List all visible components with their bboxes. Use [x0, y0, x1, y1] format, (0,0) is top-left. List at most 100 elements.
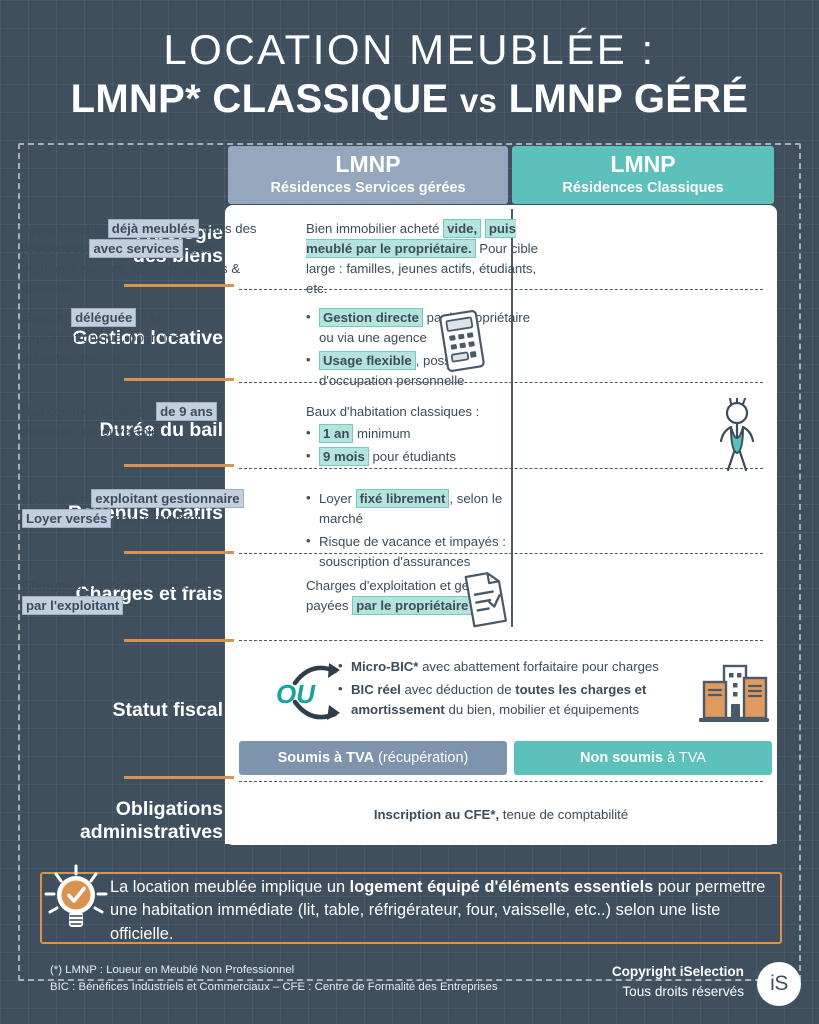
highlight-teal: 9 mois	[319, 447, 369, 467]
callout-box	[40, 872, 782, 944]
callout-part2: pour permettre une habitation immédiate …	[110, 878, 766, 943]
cell-left: Locataire = exploitant gestionnaire Loye…	[0, 475, 286, 553]
highlight-blue: déjà meublés	[107, 219, 200, 238]
row-label-line1: Statut fiscal	[112, 699, 223, 721]
title-lmnp-classique: LMNP* CLASSIQUE	[70, 77, 460, 122]
cell-left: Appartements déjà meublés dans des résid…	[0, 205, 286, 296]
emphasis: toutes les charges et amortissement	[351, 681, 647, 717]
cell-intro: Baux d'habitation classiques :	[306, 404, 480, 419]
cell-text: Locataire = exploitant gestionnaire Loye…	[22, 489, 270, 529]
obligations-rest: tenue de comptabilité	[499, 806, 629, 822]
building-icon	[698, 662, 770, 733]
cell-text: Appartements déjà meublés dans des résid…	[22, 219, 257, 297]
label-divider	[124, 776, 234, 779]
callout-part1: La location meublée implique un	[110, 878, 350, 896]
rights-text: Tous droits réservés	[622, 983, 744, 999]
row-divider	[239, 781, 763, 782]
highlight-blue: Loyer versés	[22, 509, 112, 529]
label-divider	[124, 639, 234, 642]
fiscal-bullets-wrap: Micro-BIC* avec abattement forfaitaire p…	[338, 656, 698, 722]
column-header-subtitle: Résidences Classiques	[562, 179, 724, 196]
highlight-teal: Gestion directe	[319, 308, 424, 327]
list-item: 9 mois pour étudiants	[306, 446, 538, 467]
iselection-logo: iS	[757, 962, 801, 1006]
tva-left-bold: Soumis à TVA	[277, 750, 375, 766]
column-header-subtitle: Résidences Services gérées	[270, 179, 466, 196]
list-item: BIC réel avec déduction de toutes les ch…	[338, 679, 698, 720]
cell-bullets: Loyer fixé librement, selon le marchéRis…	[306, 488, 538, 572]
emphasis: BIC réel	[351, 681, 401, 697]
label-divider	[124, 284, 234, 287]
callout-text: La location meublée implique un logement…	[110, 876, 785, 946]
cell-text: Charges d'exploitation et gestion payées…	[306, 578, 497, 616]
cell-right: Baux d'habitation classiques : 1 an mini…	[286, 388, 552, 468]
obligations-text: Inscription au CFE*, tenue de comptabili…	[374, 805, 628, 825]
cell-right: Gestion directe par le propriétaire ou v…	[286, 294, 552, 388]
list-item: Gestion directe par le propriétaire ou v…	[306, 307, 538, 348]
highlight-blue: déléguée	[71, 308, 137, 327]
list-item: Loyer fixé librement, selon le marché	[306, 488, 538, 529]
tva-right-rest: à TVA	[663, 750, 706, 766]
cell-right: Loyer fixé librement, selon le marchéRis…	[286, 475, 552, 569]
row-divider	[239, 553, 763, 554]
row-label-line1: Obligations	[115, 798, 223, 820]
tva-badge-left: Soumis à TVA (récupération)	[239, 741, 507, 775]
tva-left-rest: (récupération)	[374, 750, 469, 766]
column-header-lmnp-gere: LMNP Résidences Services gérées	[228, 146, 508, 204]
row-label-statut-fiscal: Statut fiscal	[0, 699, 223, 722]
row-label-line2: administratives	[79, 821, 223, 843]
list-item: 1 an minimum	[306, 423, 538, 444]
highlight-teal: par le propriétaire	[352, 596, 473, 616]
label-divider	[124, 464, 234, 467]
row-divider	[239, 640, 763, 641]
list-item: Micro-BIC* avec abattement forfaitaire p…	[338, 656, 698, 677]
title-block: LOCATION MEUBLÉE : LMNP* CLASSIQUE vs LM…	[0, 26, 819, 122]
cell-text: Bien immobilier acheté vide, puis meublé…	[306, 219, 538, 297]
highlight-blue: exploitant gestionnaire	[91, 489, 244, 508]
cell-text: Gestion déléguée à un exploitant unique,…	[22, 308, 182, 366]
cell-bullets: 1 an minimum9 mois pour étudiants	[306, 423, 538, 467]
label-divider	[124, 378, 234, 381]
cell-right: Bien immobilier acheté vide, puis meublé…	[286, 205, 552, 296]
page-title-line2: LMNP* CLASSIQUE vs LMNP GÉRÉ	[0, 76, 819, 122]
label-divider	[124, 551, 234, 554]
column-header-title: LMNP	[610, 151, 676, 178]
table-row: Charges d'exploitation couvertes par l'e…	[0, 562, 552, 638]
row-divider	[239, 289, 763, 290]
footer-notes: (*) LMNP : Loueur en Meublé Non Professi…	[50, 962, 498, 996]
row-divider	[239, 468, 763, 469]
footer-copyright: Copyright iSelection Tous droits réservé…	[612, 962, 744, 1001]
tva-badge-right: Non soumis à TVA	[514, 741, 772, 775]
fiscal-bullets: Micro-BIC* avec abattement forfaitaire p…	[338, 656, 698, 720]
cell-text: Bail commercial ferme de 9 ans minimum, …	[22, 402, 237, 442]
row-label-line1: Gestion locative	[72, 327, 223, 349]
emphasis: Micro-BIC*	[351, 659, 419, 674]
ou-arrows-icon: OU	[275, 655, 365, 735]
highlight-blue: de 9 ans	[156, 402, 217, 421]
dashed-frame	[18, 143, 801, 981]
row-label-gestion-locative: Gestion locative	[0, 327, 223, 350]
cell-left: Bail commercial ferme de 9 ans minimum, …	[0, 388, 286, 468]
highlight-blue: par l'exploitant	[22, 596, 124, 616]
row-label-obligations: Obligations administratives	[0, 798, 223, 844]
obligations-row: Inscription au CFE*, tenue de comptabili…	[225, 786, 777, 844]
cell-right: Charges d'exploitation et gestion payées…	[286, 562, 552, 638]
list-item: Usage flexible, possibilité d'occupation…	[306, 350, 538, 391]
page-title-line1: LOCATION MEUBLÉE :	[163, 26, 656, 73]
cell-text: Charges d'exploitation couvertes par l'e…	[22, 578, 213, 616]
title-vs: vs	[459, 82, 498, 120]
highlight-teal: puis meublé par le propriétaire.	[306, 219, 516, 259]
title-lmnp-gere: LMNP GÉRÉ	[497, 77, 749, 122]
list-item: Risque de vacance et impayés : souscript…	[306, 531, 538, 572]
column-header-lmnp-classique: LMNP Résidences Classiques	[512, 146, 774, 204]
highlight-teal: Usage flexible	[319, 351, 416, 371]
svg-text:OU: OU	[276, 679, 316, 709]
lightbulb-check-icon	[38, 862, 116, 943]
callout-bold: logement équipé d'éléments essentiels	[349, 878, 654, 896]
highlight-teal: vide,	[443, 219, 482, 238]
highlight-teal: fixé librement	[355, 489, 450, 508]
tva-right-bold: Non soumis	[580, 750, 663, 766]
copyright-text: Copyright iSelection	[611, 964, 744, 979]
person-icon	[707, 396, 767, 477]
